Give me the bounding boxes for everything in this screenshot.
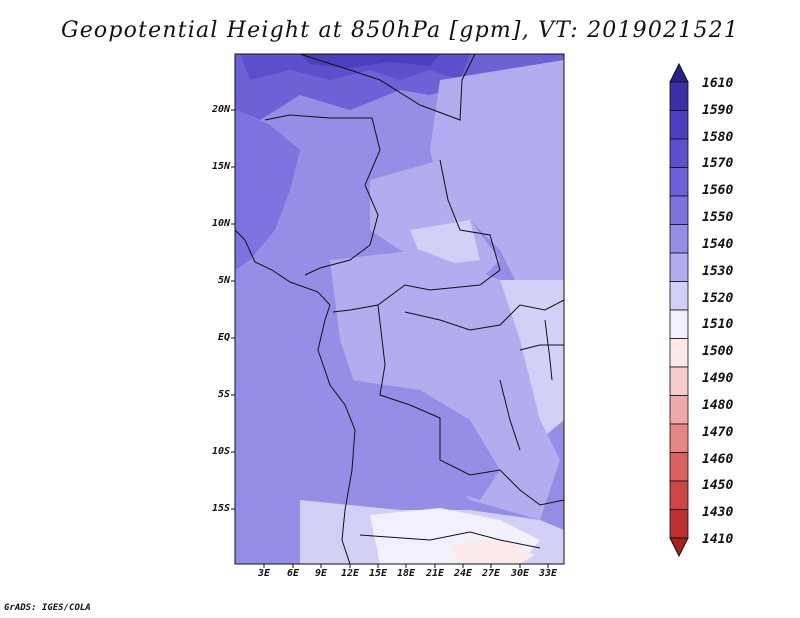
lat-label: 5S [217, 389, 230, 400]
lat-label: 10S [211, 446, 230, 457]
colorbar-label: 1460 [702, 451, 734, 467]
lon-label: 21E [425, 568, 445, 579]
map-title: Geopotential Height at 850hPa [gpm], VT:… [60, 18, 740, 43]
colorbar-swatch [669, 395, 689, 425]
lon-label: 33E [538, 568, 558, 579]
height-field [235, 54, 564, 564]
colorbar-swatch [669, 366, 689, 396]
lat-label: 10N [211, 218, 230, 229]
colorbar-label: 1610 [702, 76, 734, 91]
colorbar-label: 1570 [702, 156, 734, 172]
colorbar-label: 1490 [702, 371, 734, 387]
axis-ticks [231, 109, 549, 568]
lat-label: 15N [211, 161, 230, 172]
colorbar [669, 62, 689, 558]
lon-label: 15E [368, 568, 388, 579]
colorbar-label: 1590 [702, 102, 734, 118]
colorbar-label: 1510 [702, 317, 734, 333]
lat-label: 20N [211, 104, 230, 115]
colorbar-swatch [669, 195, 689, 225]
colorbar-swatch [669, 509, 689, 539]
colorbar-label: 1530 [702, 263, 734, 279]
colorbar-label: 1550 [702, 210, 734, 226]
lon-label: 27E [481, 568, 501, 579]
map-frame [234, 53, 565, 565]
lon-label: 9E [314, 568, 328, 579]
colorbar-swatch [669, 138, 689, 168]
colorbar-swatch [669, 281, 689, 311]
colorbar-swatch [669, 309, 689, 339]
colorbar-swatch [669, 81, 689, 111]
lon-label: 12E [340, 568, 360, 579]
colorbar-swatch [669, 338, 689, 368]
colorbar-label: 1500 [702, 344, 734, 360]
colorbar-label: 1560 [702, 183, 734, 199]
lat-label: EQ [217, 332, 230, 343]
credit-text: GrADS: IGES/COLA [4, 603, 91, 613]
colorbar-label: 1540 [702, 236, 734, 252]
colorbar-label: 1450 [702, 478, 734, 494]
lon-label: 6E [286, 568, 300, 579]
colorbar-bottom-arrow [669, 537, 689, 558]
colorbar-label: 1580 [702, 129, 734, 145]
colorbar-top-arrow [669, 62, 689, 83]
colorbar-swatch [669, 423, 689, 453]
colorbar-label: 1430 [702, 505, 734, 521]
colorbar-swatch [669, 452, 689, 482]
colorbar-label: 1470 [702, 424, 734, 440]
colorbar-swatch [669, 110, 689, 140]
lon-label: 18E [396, 568, 416, 579]
lon-label: 24E [453, 568, 473, 579]
colorbar-swatch [669, 252, 689, 282]
colorbar-label: 1480 [702, 397, 734, 413]
lat-label: 5N [217, 275, 230, 286]
colorbar-label: 1410 [702, 532, 734, 547]
colorbar-swatch [669, 224, 689, 254]
lon-label: 30E [510, 568, 530, 579]
colorbar-swatch [669, 167, 689, 197]
colorbar-swatch [669, 480, 689, 510]
lon-label: 3E [257, 568, 271, 579]
colorbar-label: 1520 [702, 290, 734, 306]
lat-label: 15S [211, 503, 230, 514]
